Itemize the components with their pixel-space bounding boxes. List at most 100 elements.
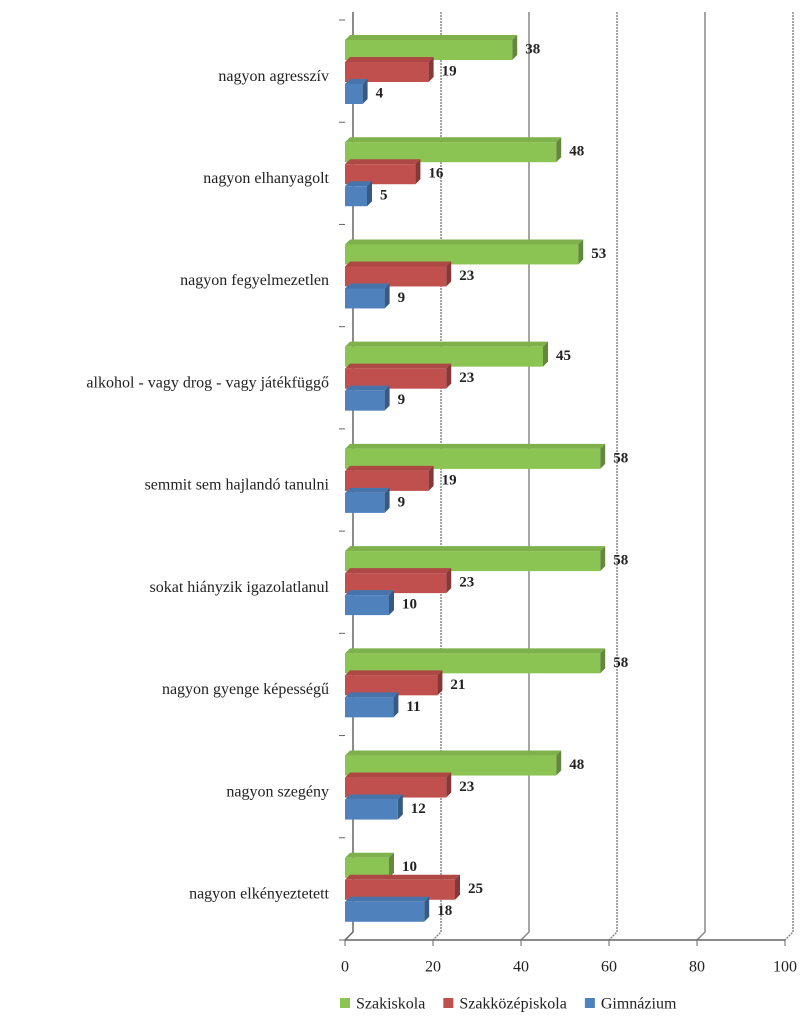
bar-face [345, 573, 447, 594]
bar-face [345, 164, 416, 185]
bar-face [446, 772, 452, 798]
bar-face [345, 346, 543, 367]
bar [345, 363, 452, 389]
value-label: 4 [376, 85, 384, 101]
bar-face [415, 159, 421, 185]
bar-face [345, 648, 606, 654]
bar [345, 590, 394, 616]
bar-face [345, 590, 394, 596]
bar-face [345, 697, 394, 718]
bar-face [428, 465, 434, 491]
bar-face [345, 181, 372, 187]
bar-face [600, 648, 606, 674]
bar-face [345, 799, 398, 820]
bar-face [345, 551, 601, 572]
bar-face [345, 465, 434, 471]
bar [345, 283, 390, 309]
value-label: 11 [406, 699, 420, 715]
bar-face [345, 57, 434, 62]
value-label: 45 [556, 348, 571, 364]
value-label: 58 [613, 450, 628, 466]
bar-face [446, 568, 452, 594]
legend-swatch [340, 998, 350, 1008]
value-label: 23 [459, 268, 474, 284]
grid-line [432, 12, 442, 941]
bar-face [345, 675, 438, 696]
bar-face [345, 470, 429, 491]
bar [345, 137, 562, 163]
bar-face [345, 443, 606, 449]
bar-face [446, 363, 452, 389]
bar-face [345, 595, 389, 616]
bar-face [345, 341, 548, 347]
x-tick-label: 40 [513, 959, 529, 976]
value-label: 9 [398, 494, 406, 510]
bar-face [428, 57, 434, 82]
y-tick-label: sokat hiányzik igazolatlanul [150, 579, 330, 596]
y-tick-label: alkohol - vagy drog - vagy játékfüggő [86, 374, 329, 391]
bar-face [384, 283, 390, 309]
bar-face [384, 487, 390, 513]
legend-label: Szakközépiskola [459, 996, 567, 1013]
bar-face [345, 755, 557, 776]
value-label: 19 [442, 63, 457, 79]
bar-face [345, 288, 385, 309]
value-label: 48 [569, 757, 584, 773]
bar-face [345, 901, 425, 922]
grid-line [696, 12, 706, 941]
bar-face [345, 390, 385, 411]
bar [345, 794, 403, 820]
bar [345, 57, 434, 82]
value-label: 53 [591, 246, 606, 262]
bar-face [345, 772, 452, 778]
bar [345, 568, 452, 594]
bar-face [345, 137, 562, 143]
legend-label: Gimnázium [601, 996, 677, 1013]
bar-face [345, 546, 606, 552]
bar [345, 239, 584, 265]
value-label: 58 [613, 655, 628, 671]
x-tick-label: 20 [425, 959, 441, 976]
bar [345, 692, 399, 718]
bar-face [345, 368, 447, 389]
bar-face [345, 852, 394, 858]
bar-face [345, 186, 367, 207]
bar [345, 852, 394, 878]
x-tick-label: 60 [601, 959, 617, 976]
bar-face [345, 40, 513, 60]
grid-line [520, 12, 530, 941]
bar-face [345, 385, 390, 391]
y-tick-label: nagyon szegény [226, 783, 329, 800]
value-label: 48 [569, 144, 584, 160]
bar [345, 385, 390, 411]
value-label: 18 [437, 903, 452, 919]
value-label: 25 [468, 881, 483, 897]
bar-face [384, 385, 390, 411]
bar [345, 465, 434, 491]
bar [345, 546, 606, 572]
bar [345, 341, 548, 367]
x-tick-label: 0 [341, 959, 349, 976]
bar [345, 750, 562, 776]
bar [345, 670, 443, 696]
bar-face [345, 35, 518, 40]
bar-face [345, 266, 447, 287]
legend-swatch [584, 998, 595, 1008]
value-label: 9 [398, 290, 406, 306]
x-tick-label: 80 [689, 959, 705, 976]
bar-face [345, 692, 399, 698]
bar-face [543, 341, 548, 367]
bar-face [345, 879, 455, 900]
bar-face [393, 692, 399, 718]
bar-face [424, 896, 430, 922]
bar-face [512, 35, 518, 60]
bar-face [397, 794, 403, 820]
value-label: 21 [450, 677, 465, 693]
bar-face [600, 443, 606, 469]
bar-face [345, 84, 363, 104]
value-label: 23 [459, 575, 474, 591]
bar-face [389, 852, 394, 878]
value-label: 58 [613, 553, 628, 569]
bar-face [455, 874, 460, 900]
